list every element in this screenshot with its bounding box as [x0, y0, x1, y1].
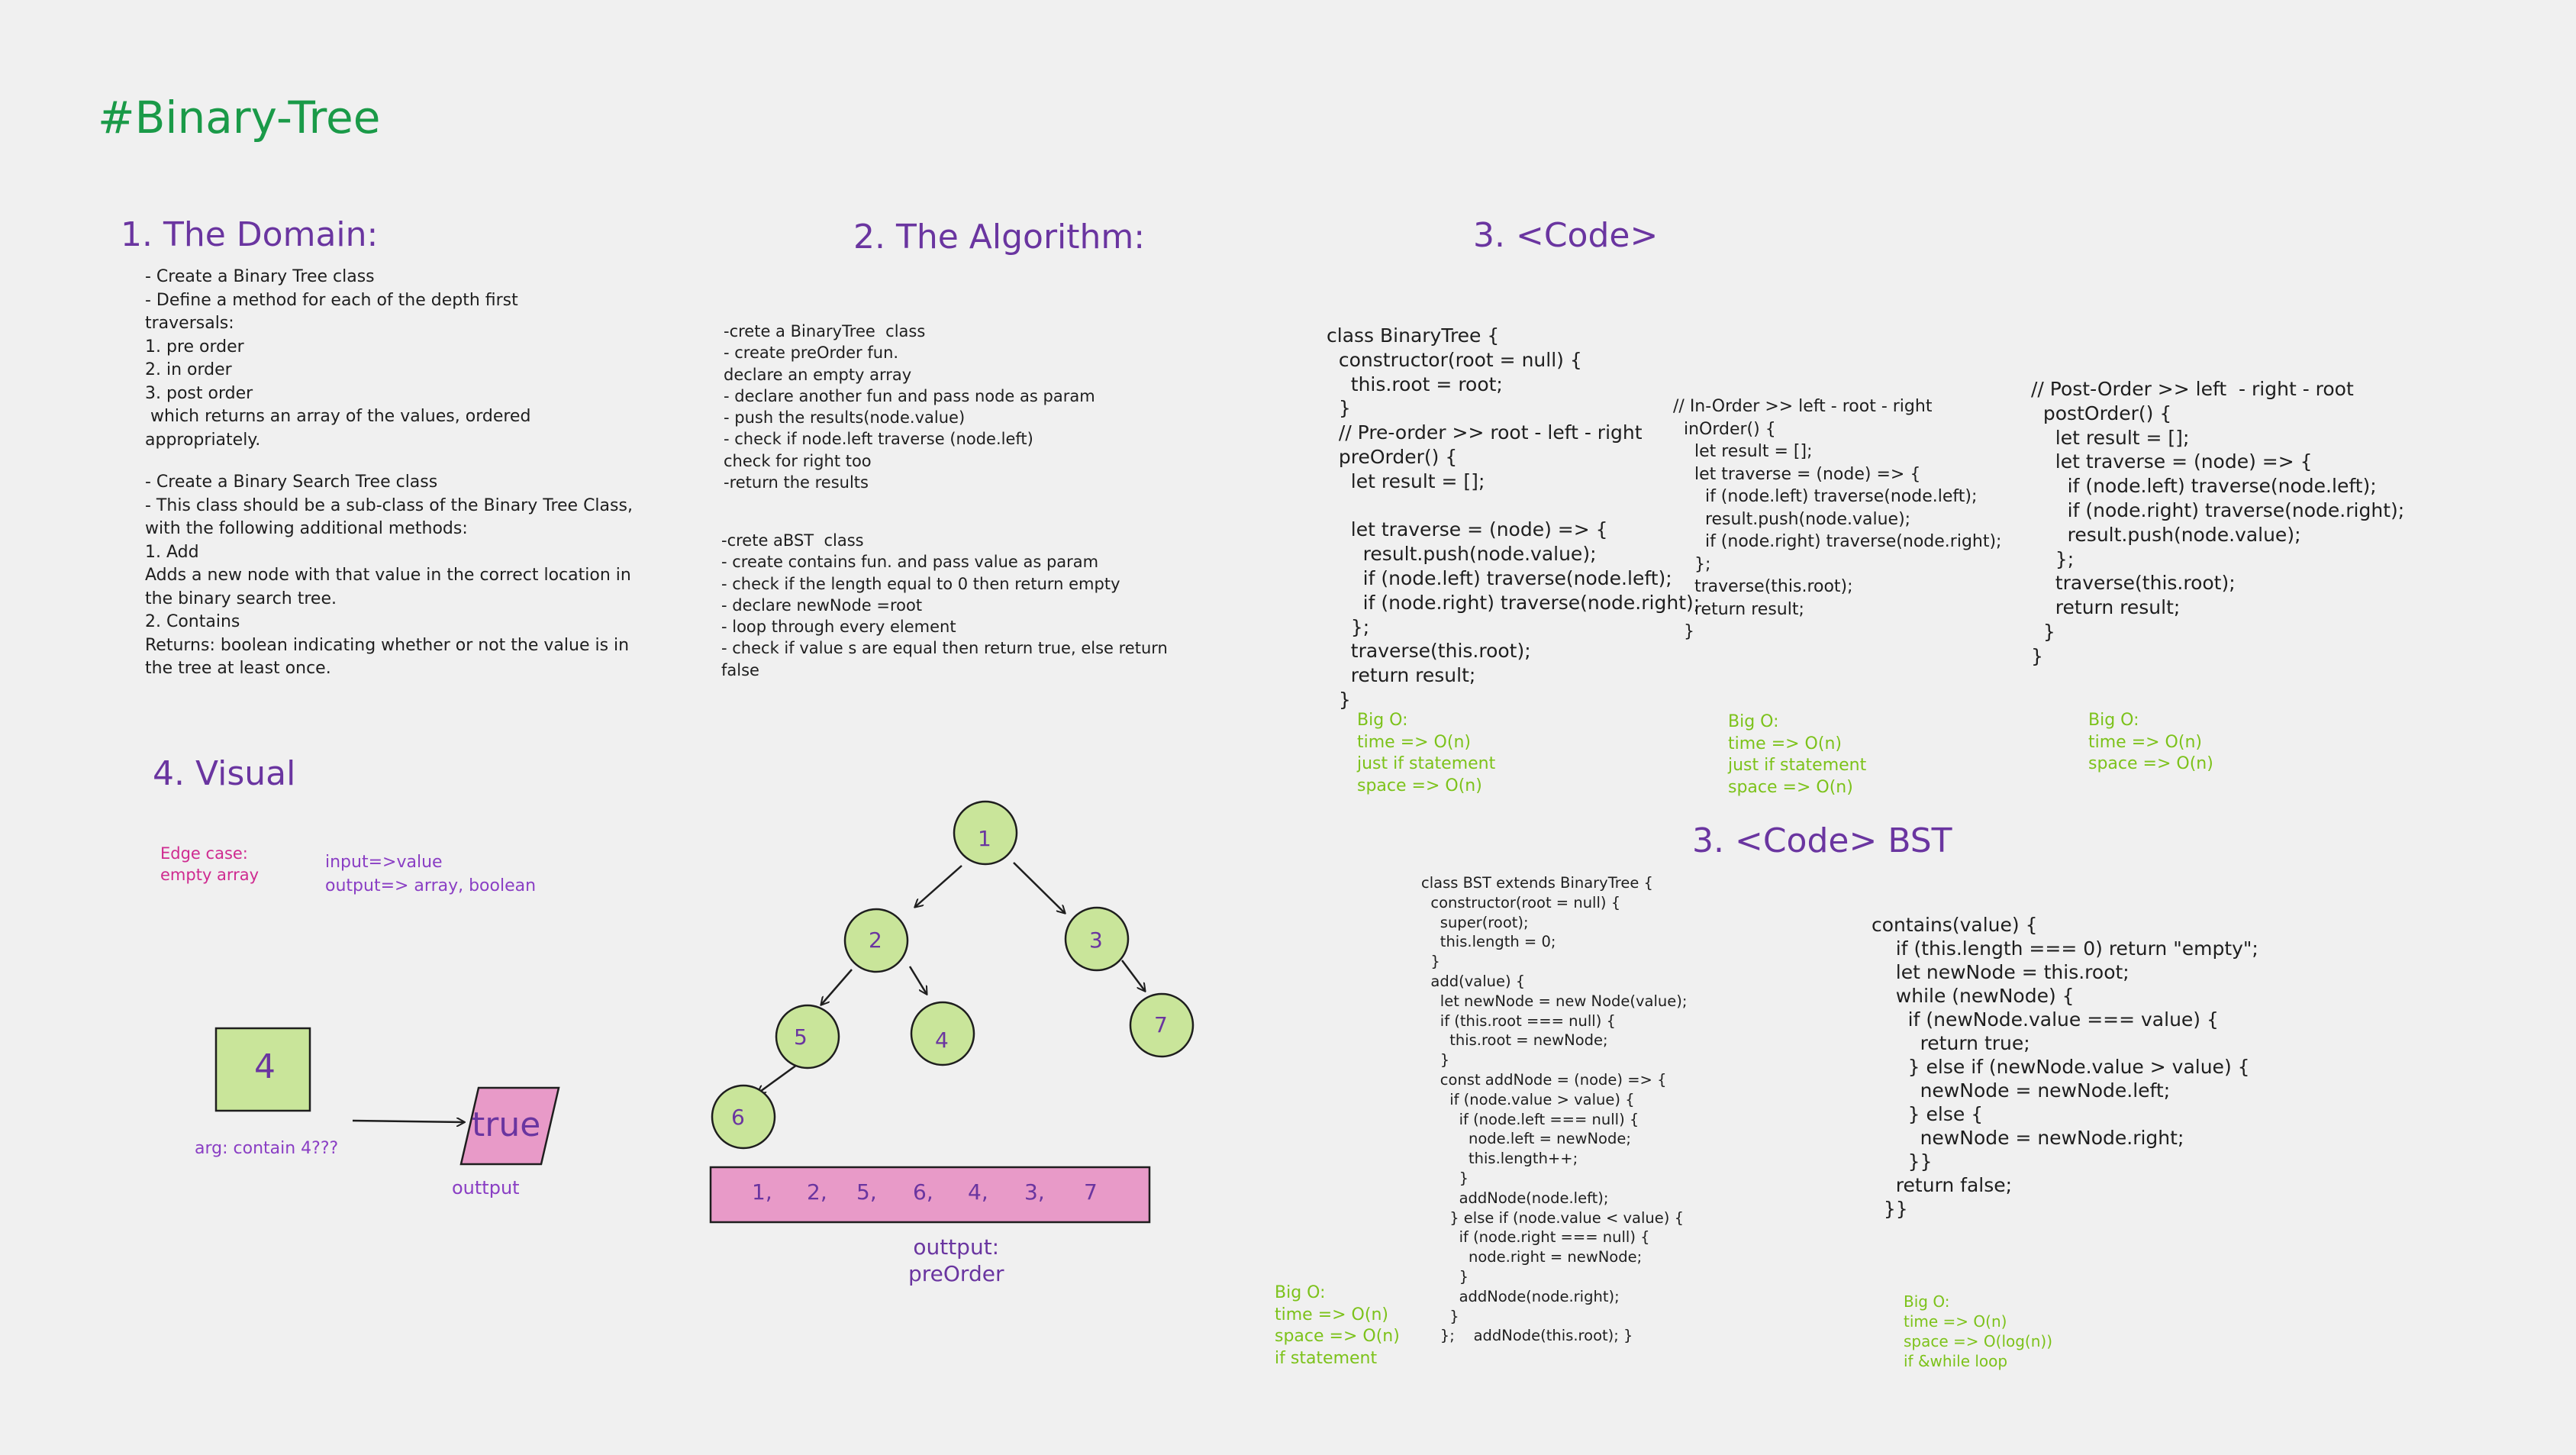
big-o-bst-add: Big O: time => O(n) space => O(n) if sta… — [1275, 1283, 1400, 1368]
big-o-preorder: Big O: time => O(n) just if statement sp… — [1357, 711, 1496, 795]
input-box — [214, 1027, 311, 1112]
tree-node: 1 — [953, 800, 1018, 866]
output-box — [459, 1086, 560, 1166]
tree-node-label: 7 — [1154, 1012, 1168, 1037]
edge-case-note: Edge case: empty array — [160, 844, 260, 884]
preorder-result-item: 4, — [968, 1179, 988, 1205]
tree-node: 2 — [843, 908, 909, 973]
tree-node-label: 6 — [731, 1105, 745, 1130]
preorder-result-item: 2, — [807, 1179, 827, 1205]
output-value: true — [472, 1105, 540, 1144]
tree-node-label: 4 — [935, 1028, 949, 1053]
heading-algorithm: 2. The Algorithm: — [853, 218, 1146, 256]
tree-edge-3-7 — [1121, 960, 1145, 991]
code-postorder: // Post-Order >> left - right - root pos… — [2031, 378, 2405, 667]
heading-code: 3. <Code> — [1473, 216, 1659, 255]
heading-code-bst: 3. <Code> BST — [1692, 821, 1952, 860]
tree-node: 7 — [1129, 992, 1195, 1058]
heading-visual: 4. Visual — [153, 754, 296, 793]
preorder-result-bar — [709, 1166, 1151, 1224]
tree-node-label: 1 — [978, 826, 991, 851]
arg-label: arg: contain 4??? — [195, 1139, 339, 1158]
domain-text-bst: - Create a Binary Search Tree class - Th… — [145, 473, 633, 678]
preorder-result-item: 1, — [752, 1179, 772, 1205]
tree-edge-2-5 — [821, 969, 853, 1005]
code-bst-contains: contains(value) { if (this.length === 0)… — [1872, 914, 2258, 1220]
preorder-result-item: 6, — [913, 1179, 933, 1205]
preorder-result-item: 5, — [856, 1179, 877, 1205]
code-preorder: class BinaryTree { constructor(root = nu… — [1327, 324, 1701, 711]
algorithm-text-binary-tree: -crete a BinaryTree class - create preOr… — [724, 322, 1095, 492]
input-to-output-arrow — [352, 1121, 464, 1122]
big-o-postorder: Big O: time => O(n) space => O(n) — [2088, 711, 2213, 773]
tree-node: 4 — [910, 1001, 975, 1066]
tree-node-label: 5 — [794, 1024, 808, 1050]
output-label: outtput — [452, 1177, 520, 1199]
domain-text-binary-tree: - Create a Binary Tree class - Define a … — [145, 267, 531, 450]
input-value: 4 — [254, 1047, 276, 1086]
big-o-bst-contains: Big O: time => O(n) space => O(log(n)) i… — [1904, 1292, 2053, 1370]
tree-node-label: 2 — [869, 928, 882, 953]
page-title: #Binary-Tree — [98, 92, 381, 144]
code-bst-add: class BST extends BinaryTree { construct… — [1421, 874, 1688, 1345]
algorithm-text-bst: -crete aBST class - create contains fun.… — [721, 531, 1168, 679]
tree-node: 3 — [1064, 906, 1130, 972]
tree-edge-2-4 — [908, 966, 927, 994]
tree-edge-5-6 — [758, 1063, 798, 1093]
code-inorder: // In-Order >> left - root - right inOrd… — [1673, 397, 2002, 641]
tree-edge-1-2 — [915, 865, 962, 907]
tree-node: 5 — [775, 1004, 840, 1069]
preorder-result-item: 3, — [1024, 1179, 1045, 1205]
heading-domain: 1. The Domain: — [121, 215, 379, 254]
tree-node: 6 — [711, 1084, 776, 1150]
input-output-note: input=>value output=> array, boolean — [325, 853, 537, 895]
big-o-inorder: Big O: time => O(n) just if statement sp… — [1728, 712, 1867, 797]
preorder-output-label: outtput: preOrder — [908, 1234, 1004, 1286]
tree-node-label: 3 — [1089, 928, 1103, 953]
preorder-result-item: 7 — [1084, 1179, 1098, 1205]
tree-edge-1-3 — [1013, 862, 1065, 913]
